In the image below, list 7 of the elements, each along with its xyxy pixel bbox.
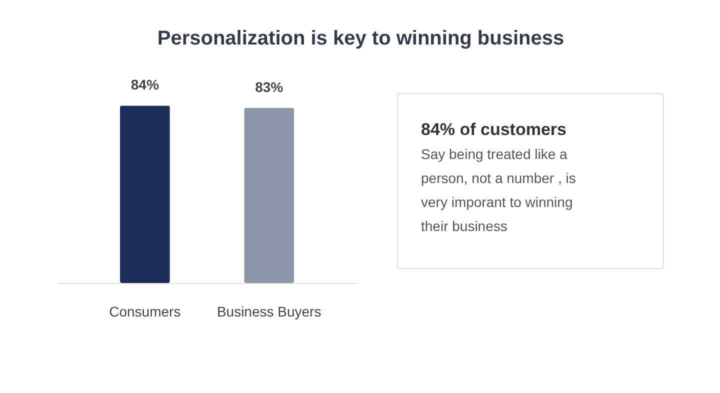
data-label: 84% [130,76,160,93]
text: 84% of customers [421,120,566,139]
data-label: 83% [255,78,284,95]
chart-title: Personalization is key to winning business [157,28,564,50]
text: Say being treated like a person, not a number , is very imporant to winning their business [421,146,576,234]
x-tick-label: Consumers [109,304,181,320]
x-tick-label: Business Buyers [216,304,322,320]
